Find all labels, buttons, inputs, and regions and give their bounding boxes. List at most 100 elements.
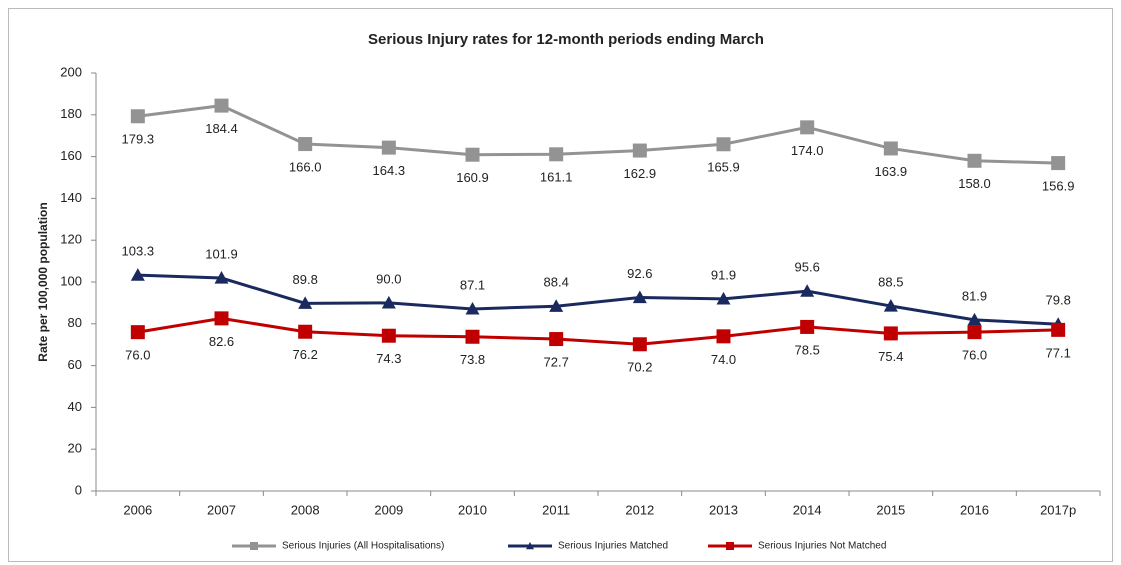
data-point bbox=[381, 295, 396, 309]
legend-label: Serious Injuries (All Hospitalisations) bbox=[282, 541, 444, 552]
legend-marker bbox=[726, 542, 734, 550]
data-label: 79.8 bbox=[1046, 293, 1071, 308]
data-label: 103.3 bbox=[122, 244, 155, 259]
data-point bbox=[465, 329, 480, 344]
data-label: 76.0 bbox=[125, 348, 150, 363]
data-label: 163.9 bbox=[875, 164, 908, 179]
data-label: 89.8 bbox=[293, 272, 318, 287]
data-label: 92.6 bbox=[627, 266, 652, 281]
y-tick-label: 60 bbox=[68, 357, 82, 372]
data-label: 74.3 bbox=[376, 351, 401, 366]
y-tick-label: 160 bbox=[60, 148, 82, 163]
data-point bbox=[967, 325, 982, 340]
data-point bbox=[130, 268, 145, 281]
data-point bbox=[214, 311, 229, 326]
data-point bbox=[549, 147, 564, 162]
data-point bbox=[1051, 156, 1066, 171]
y-tick-label: 100 bbox=[60, 273, 82, 288]
data-label: 156.9 bbox=[1042, 179, 1075, 194]
data-point bbox=[716, 137, 731, 152]
data-point bbox=[716, 329, 731, 344]
data-point bbox=[716, 291, 731, 305]
legend-label: Serious Injuries Matched bbox=[558, 541, 668, 552]
data-point bbox=[130, 325, 145, 340]
x-tick-label: 2007 bbox=[207, 502, 236, 517]
data-label: 73.8 bbox=[460, 352, 485, 367]
data-point bbox=[298, 137, 313, 152]
data-label: 166.0 bbox=[289, 159, 322, 174]
x-tick-label: 2011 bbox=[542, 502, 570, 517]
data-label: 90.0 bbox=[376, 271, 401, 286]
data-label: 161.1 bbox=[540, 170, 573, 185]
data-label: 76.2 bbox=[293, 347, 318, 362]
data-point bbox=[883, 326, 898, 341]
data-point bbox=[298, 324, 313, 339]
data-point bbox=[1051, 322, 1066, 337]
data-point bbox=[632, 143, 647, 158]
data-label: 174.0 bbox=[791, 143, 824, 158]
data-label: 82.6 bbox=[209, 334, 234, 349]
x-tick-label: 2008 bbox=[291, 502, 320, 517]
data-label: 158.0 bbox=[958, 176, 991, 191]
data-point bbox=[298, 296, 313, 309]
data-point bbox=[381, 328, 396, 343]
legend-marker bbox=[250, 542, 258, 550]
series-line bbox=[137, 104, 1059, 165]
x-tick-label: 2009 bbox=[374, 502, 403, 517]
chart-title: Serious Injury rates for 12-month period… bbox=[368, 31, 764, 48]
y-tick-label: 40 bbox=[68, 399, 82, 414]
data-label: 72.7 bbox=[544, 354, 569, 369]
legend-marker bbox=[526, 542, 534, 550]
y-tick-label: 180 bbox=[60, 106, 82, 121]
data-point bbox=[549, 299, 564, 312]
y-axis-label: Rate per 100,000 population bbox=[36, 202, 50, 361]
data-label: 165.9 bbox=[707, 160, 740, 175]
y-tick-label: 140 bbox=[60, 190, 82, 205]
data-label: 91.9 bbox=[711, 267, 736, 282]
y-tick-label: 80 bbox=[68, 315, 82, 330]
x-tick-label: 2014 bbox=[793, 502, 822, 517]
series-line bbox=[137, 316, 1059, 346]
data-point bbox=[549, 332, 564, 347]
x-tick-label: 2006 bbox=[123, 502, 152, 517]
data-point bbox=[465, 147, 480, 162]
data-point bbox=[883, 141, 898, 156]
data-point bbox=[800, 120, 815, 135]
x-tick-label: 2010 bbox=[458, 502, 487, 517]
data-label: 87.1 bbox=[460, 277, 485, 292]
data-label: 162.9 bbox=[624, 166, 657, 181]
data-label: 95.6 bbox=[795, 260, 820, 275]
data-point bbox=[632, 290, 647, 304]
series-line bbox=[137, 273, 1059, 326]
data-point bbox=[800, 319, 815, 334]
data-label: 179.3 bbox=[122, 132, 155, 147]
data-label: 81.9 bbox=[962, 288, 987, 303]
data-label: 88.5 bbox=[878, 274, 903, 289]
data-label: 76.0 bbox=[962, 348, 987, 363]
x-tick-label: 2012 bbox=[625, 502, 654, 517]
y-tick-label: 20 bbox=[68, 441, 82, 456]
data-point bbox=[465, 301, 480, 315]
data-label: 77.1 bbox=[1046, 345, 1071, 360]
x-tick-label: 2013 bbox=[709, 502, 738, 517]
data-label: 74.0 bbox=[711, 352, 736, 367]
y-tick-label: 120 bbox=[60, 232, 82, 247]
x-tick-label: 2016 bbox=[960, 502, 989, 517]
data-point bbox=[214, 271, 229, 284]
data-point bbox=[130, 109, 145, 124]
x-tick-label: 2015 bbox=[876, 502, 905, 517]
data-label: 164.3 bbox=[373, 163, 406, 178]
data-point bbox=[883, 299, 898, 312]
data-label: 160.9 bbox=[456, 170, 489, 185]
y-tick-label: 200 bbox=[60, 64, 82, 79]
data-label: 70.2 bbox=[627, 360, 652, 375]
legend-label: Serious Injuries Not Matched bbox=[758, 541, 886, 552]
data-point bbox=[381, 140, 396, 155]
chart-frame bbox=[8, 8, 1113, 562]
data-label: 101.9 bbox=[205, 246, 238, 261]
x-tick-label: 2017p bbox=[1040, 502, 1076, 517]
data-point bbox=[214, 98, 229, 113]
data-point bbox=[967, 312, 982, 326]
data-label: 75.4 bbox=[878, 349, 903, 364]
